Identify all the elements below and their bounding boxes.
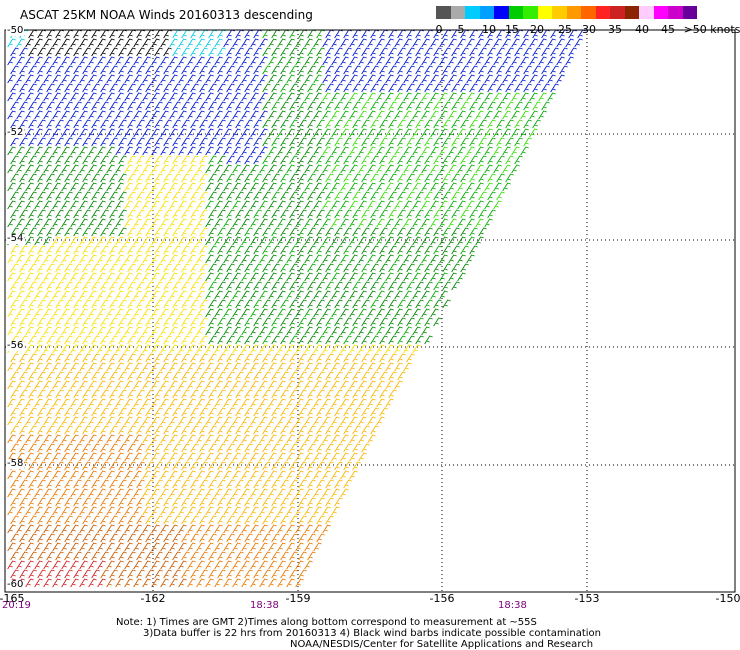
legend-label: 40 bbox=[635, 23, 649, 36]
wind-barb-group bbox=[7, 524, 187, 588]
legend-label: 15 bbox=[505, 23, 519, 36]
note-line: 3)Data buffer is 22 hrs from 20160313 4)… bbox=[143, 628, 601, 639]
legend-swatch bbox=[450, 6, 465, 19]
lat-label: -54 bbox=[6, 233, 25, 244]
lon-label: -150 bbox=[715, 592, 740, 605]
legend-swatch bbox=[494, 6, 509, 19]
wind-barb-group bbox=[7, 353, 415, 525]
lon-label: -159 bbox=[285, 592, 311, 605]
legend-swatch bbox=[581, 6, 596, 19]
lat-label: -52 bbox=[6, 127, 25, 138]
note-line: NOAA/NESDIS/Center for Satellite Applica… bbox=[290, 639, 594, 650]
lat-label: -58 bbox=[6, 458, 25, 469]
legend-swatch bbox=[552, 6, 567, 19]
legend-label: 35 bbox=[608, 23, 622, 36]
legend-swatch bbox=[639, 6, 654, 19]
lat-lon-grid bbox=[5, 30, 735, 592]
legend-label: 0 bbox=[435, 23, 443, 36]
map-title: ASCAT 25KM NOAA Winds 20160313 descendin… bbox=[20, 8, 313, 22]
legend-swatch bbox=[566, 6, 581, 19]
note-line: Note: 1) Times are GMT 2)Times along bot… bbox=[116, 617, 537, 628]
legend-color-bar bbox=[436, 6, 697, 19]
wind-barb-group bbox=[7, 434, 331, 588]
legend-label: 25 bbox=[558, 23, 572, 36]
wind-speed-legend: 0 5 10 15 20 25 30 35 40 45 >50 knots bbox=[435, 4, 740, 38]
wind-barb-group bbox=[7, 560, 106, 588]
legend-swatch bbox=[537, 6, 552, 19]
wind-barb-group bbox=[322, 92, 547, 228]
legend-label: 30 bbox=[582, 23, 596, 36]
legend-swatch bbox=[508, 6, 523, 19]
pass-time-label: 20:19 bbox=[2, 600, 31, 611]
legend-swatch bbox=[523, 6, 538, 19]
pass-time-label: 18:38 bbox=[498, 600, 527, 611]
lon-label: -153 bbox=[574, 592, 600, 605]
legend-label: 45 bbox=[661, 23, 675, 36]
legend-swatch bbox=[595, 6, 610, 19]
map-frame bbox=[4, 29, 736, 593]
legend-label: >50 knots bbox=[683, 23, 740, 36]
legend-swatch bbox=[668, 6, 683, 19]
legend-label: 5 bbox=[457, 23, 465, 36]
wind-barb-group bbox=[25, 29, 172, 57]
legend-swatch bbox=[610, 6, 625, 19]
pass-time-label: 18:38 bbox=[250, 600, 279, 611]
legend-swatch bbox=[624, 6, 639, 19]
legend-swatch bbox=[682, 6, 697, 19]
wind-barb-group bbox=[7, 155, 421, 354]
lon-label: -162 bbox=[140, 592, 166, 605]
lat-label: -50 bbox=[6, 25, 25, 36]
legend-label: 10 bbox=[482, 23, 496, 36]
wind-barbs bbox=[7, 29, 586, 588]
lat-label: -56 bbox=[6, 340, 25, 351]
lon-label: -156 bbox=[429, 592, 455, 605]
legend-swatch bbox=[479, 6, 494, 19]
lat-label: -60 bbox=[6, 579, 25, 590]
lon-label: -165 bbox=[0, 592, 25, 605]
legend-label: 20 bbox=[530, 23, 544, 36]
legend-swatch bbox=[436, 6, 451, 19]
wind-barb-group bbox=[7, 29, 586, 165]
legend-swatch bbox=[653, 6, 668, 19]
legend-swatch bbox=[465, 6, 480, 19]
